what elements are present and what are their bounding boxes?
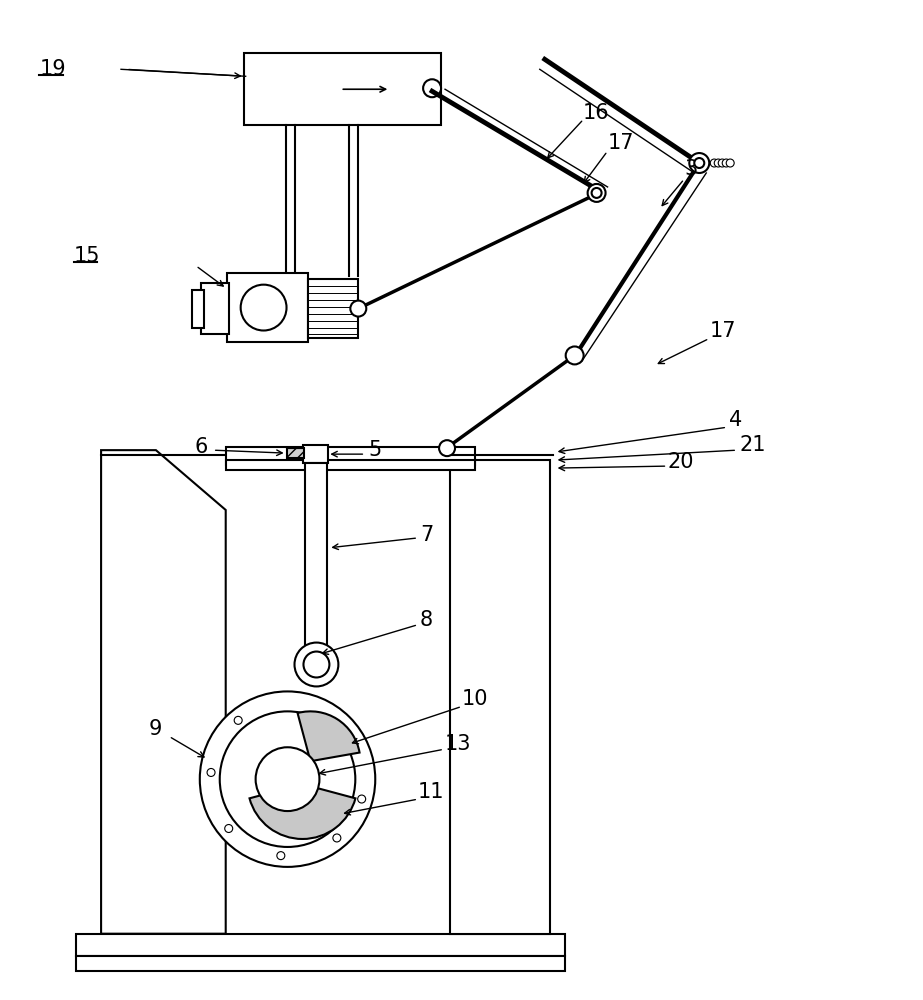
- Text: 17: 17: [607, 133, 634, 153]
- Bar: [227, 273, 308, 342]
- Circle shape: [199, 691, 376, 867]
- Circle shape: [726, 159, 734, 167]
- Text: 9: 9: [149, 719, 162, 739]
- Circle shape: [256, 747, 319, 811]
- Text: 21: 21: [739, 435, 766, 455]
- Bar: [226, 447, 475, 465]
- Circle shape: [566, 346, 583, 364]
- Circle shape: [207, 768, 215, 776]
- Bar: [77, 956, 565, 971]
- Bar: [201, 283, 229, 334]
- Circle shape: [333, 834, 341, 842]
- Bar: [244, 53, 441, 125]
- Bar: [226, 460, 475, 470]
- Circle shape: [423, 79, 441, 97]
- Wedge shape: [249, 784, 355, 839]
- Circle shape: [277, 852, 285, 860]
- Bar: [77, 934, 565, 956]
- Text: 17: 17: [709, 321, 736, 341]
- Circle shape: [714, 159, 722, 167]
- Circle shape: [220, 711, 355, 847]
- Text: 15: 15: [74, 246, 101, 266]
- Circle shape: [718, 159, 726, 167]
- Circle shape: [358, 795, 366, 803]
- Circle shape: [241, 285, 286, 331]
- Text: 11: 11: [418, 782, 445, 802]
- Circle shape: [588, 184, 605, 202]
- Circle shape: [294, 643, 339, 686]
- Text: 3: 3: [684, 159, 698, 179]
- Circle shape: [711, 159, 718, 167]
- Circle shape: [224, 825, 233, 832]
- Circle shape: [689, 153, 709, 173]
- Text: 19: 19: [40, 59, 66, 79]
- Text: 8: 8: [420, 610, 433, 630]
- Polygon shape: [102, 450, 226, 934]
- Text: 7: 7: [420, 525, 434, 545]
- Text: 6: 6: [195, 437, 208, 457]
- Circle shape: [234, 716, 242, 724]
- Bar: [192, 290, 204, 328]
- Circle shape: [592, 188, 602, 198]
- Bar: [308, 279, 358, 338]
- Bar: [286, 448, 305, 458]
- Circle shape: [722, 159, 730, 167]
- Circle shape: [439, 440, 455, 456]
- Bar: [306, 463, 328, 663]
- Circle shape: [304, 652, 330, 677]
- Text: 16: 16: [582, 103, 609, 123]
- Circle shape: [351, 301, 366, 317]
- Text: 5: 5: [368, 440, 381, 460]
- Bar: [304, 445, 329, 463]
- Text: 10: 10: [462, 689, 488, 709]
- Text: 13: 13: [445, 734, 472, 754]
- Text: 4: 4: [729, 410, 742, 430]
- Wedge shape: [297, 711, 360, 761]
- Bar: [450, 460, 550, 934]
- Text: 20: 20: [667, 452, 694, 472]
- Circle shape: [694, 158, 704, 168]
